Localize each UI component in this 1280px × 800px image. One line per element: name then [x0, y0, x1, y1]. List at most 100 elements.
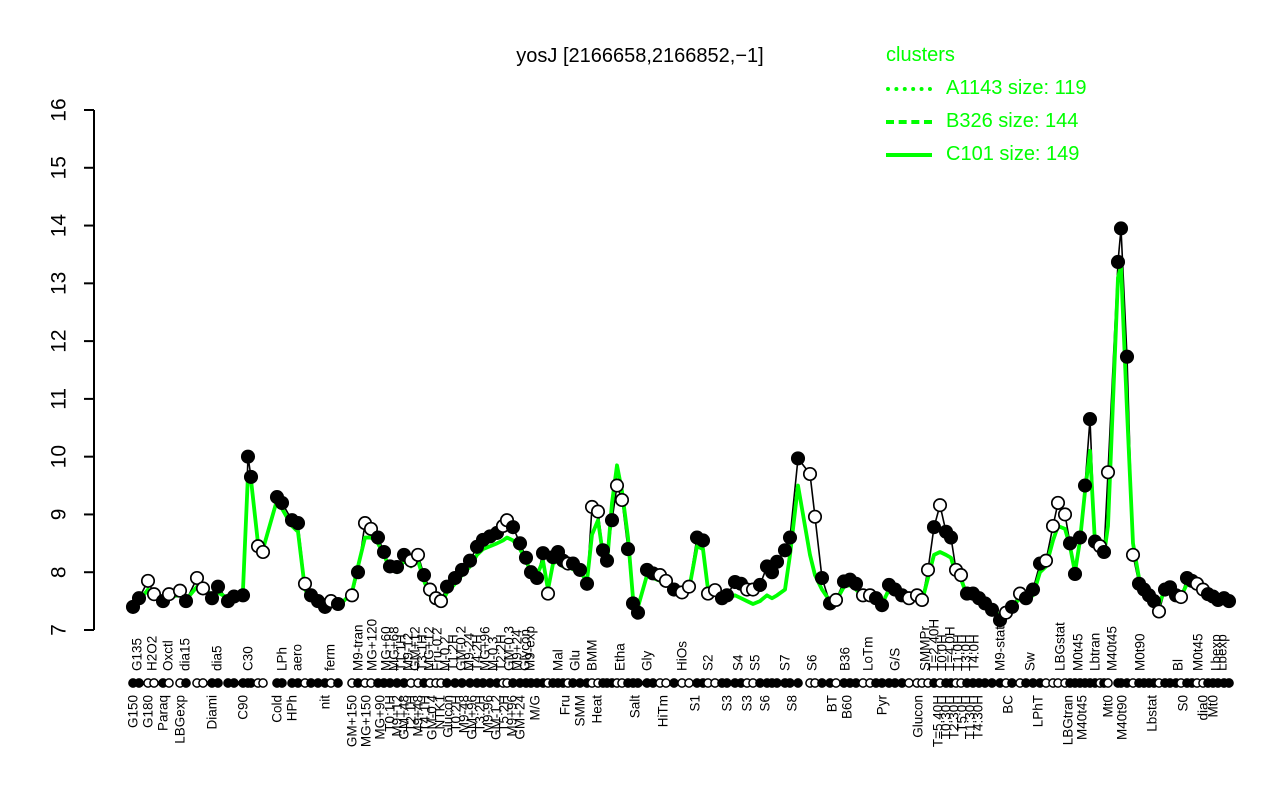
x-axis-label: T5:0H — [955, 695, 970, 732]
y-axis-tick-label: 8 — [48, 566, 71, 578]
x-axis-label: Sw — [1023, 652, 1038, 671]
data-point — [330, 596, 346, 612]
x-axis-label: HiOs — [675, 641, 690, 671]
data-point — [807, 509, 823, 524]
x-axis-label: T=4.0H — [943, 626, 958, 671]
x-axis-label: BC — [1001, 695, 1016, 714]
data-point — [579, 576, 595, 591]
x-axis-label: S4 — [731, 654, 746, 671]
data-point — [376, 544, 392, 560]
x-axis-label: M-0.3 — [486, 636, 501, 671]
data-point — [782, 530, 798, 545]
x-axis-label: Pyr — [875, 694, 890, 715]
data-point — [802, 466, 818, 482]
rug-dot — [213, 678, 223, 688]
data-point — [172, 583, 188, 598]
x-axis-label: T4:0H — [967, 634, 982, 671]
x-axis-label: GM-0.4 — [425, 695, 440, 741]
data-point — [1057, 507, 1073, 522]
x-axis-label: HiTm — [656, 695, 671, 727]
data-point — [1077, 478, 1093, 493]
x-axis-label: dia0 — [1196, 695, 1211, 721]
x-axis-label: S1 — [688, 695, 703, 712]
legend: clusters A1143 size: 119 B326 size: 144 … — [886, 44, 1086, 166]
rug-dot — [817, 678, 827, 688]
dashed-line-icon — [886, 119, 932, 124]
x-axis-label: Fru — [558, 695, 573, 715]
x-axis-label: M9+24 — [510, 629, 525, 671]
x-axis-label: M0t90 — [1133, 633, 1148, 671]
gene-profile-line — [132, 227, 1230, 621]
x-axis-label: T0:0H — [935, 634, 950, 671]
legend-entry-label: A1143 size: 119 — [946, 77, 1087, 99]
data-point — [1067, 566, 1083, 582]
rug-dot — [772, 678, 782, 688]
x-axis-label: S3 — [720, 695, 735, 712]
data-point — [529, 570, 545, 586]
x-axis-label: T2:30H — [947, 695, 962, 739]
x-axis-label: T5:2H — [497, 695, 512, 732]
x-axis-label: M9-12 — [401, 633, 416, 671]
x-axis-label: S7 — [778, 654, 793, 671]
data-point — [462, 553, 478, 568]
x-axis-label: M9-48 — [457, 695, 472, 733]
x-axis-label: S0 — [1176, 695, 1191, 712]
x-axis-label: Glucon — [441, 695, 456, 738]
x-axis-label: Diami — [205, 695, 220, 730]
x-axis-label: HPh — [285, 695, 300, 721]
x-axis-label: Lbexp — [1209, 634, 1224, 671]
rug-dot — [277, 678, 287, 688]
rug-dot — [722, 678, 732, 688]
rug-dot — [258, 678, 268, 688]
x-axis-label: MG+68 — [387, 626, 402, 671]
data-point — [1119, 349, 1135, 364]
rug-dot — [793, 678, 803, 688]
data-point — [681, 579, 697, 594]
x-axis-label: MG+120 — [365, 619, 380, 671]
rug-dot — [134, 678, 144, 688]
x-axis-label: T=5.40H — [931, 695, 946, 747]
rug-dot — [633, 678, 643, 688]
y-axis-tick-label: 7 — [48, 624, 71, 636]
data-point — [790, 451, 806, 466]
rug-dot — [1007, 678, 1017, 688]
rug-dot — [181, 678, 191, 688]
data-point — [512, 536, 528, 551]
x-axis-label: GM+24 — [513, 695, 528, 740]
data-point — [416, 568, 432, 583]
data-point — [297, 576, 313, 591]
x-axis-label: MG+90 — [373, 695, 388, 740]
data-point — [1025, 582, 1041, 597]
x-axis-label: Lbtran — [1088, 633, 1103, 671]
data-point — [1110, 254, 1126, 270]
x-axis-label: Mal — [551, 649, 566, 671]
x-axis-label: T4:30H — [971, 695, 986, 739]
x-axis-label: M0t45 — [1191, 633, 1206, 671]
data-point — [131, 591, 147, 606]
data-point — [1100, 465, 1116, 480]
x-axis-label: T2:1H — [404, 695, 419, 732]
data-point — [752, 577, 768, 592]
y-axis-tick-label: 15 — [48, 156, 71, 179]
x-axis-label: M9+96 — [505, 695, 520, 737]
rug-dot — [661, 678, 671, 688]
data-point — [926, 520, 942, 535]
data-point — [658, 573, 674, 588]
x-axis-label: ferm — [323, 644, 338, 671]
data-point — [454, 562, 470, 577]
x-axis-label: M9+48 — [411, 695, 426, 737]
data-point — [604, 513, 620, 528]
x-axis-label: Lbexp — [1215, 634, 1230, 671]
x-axis-label: LPh — [275, 647, 290, 671]
x-axis-label: Mt0 — [1206, 695, 1221, 718]
rug-dot — [164, 678, 174, 688]
data-point — [914, 592, 930, 608]
data-point — [505, 520, 521, 535]
data-point — [350, 565, 366, 580]
x-axis-label: BT — [825, 695, 840, 712]
data-point — [719, 588, 735, 603]
x-axis-label: M9-stat — [993, 626, 1008, 671]
rug-dot — [1103, 678, 1113, 688]
rug-dot — [333, 678, 343, 688]
data-point — [630, 605, 646, 620]
